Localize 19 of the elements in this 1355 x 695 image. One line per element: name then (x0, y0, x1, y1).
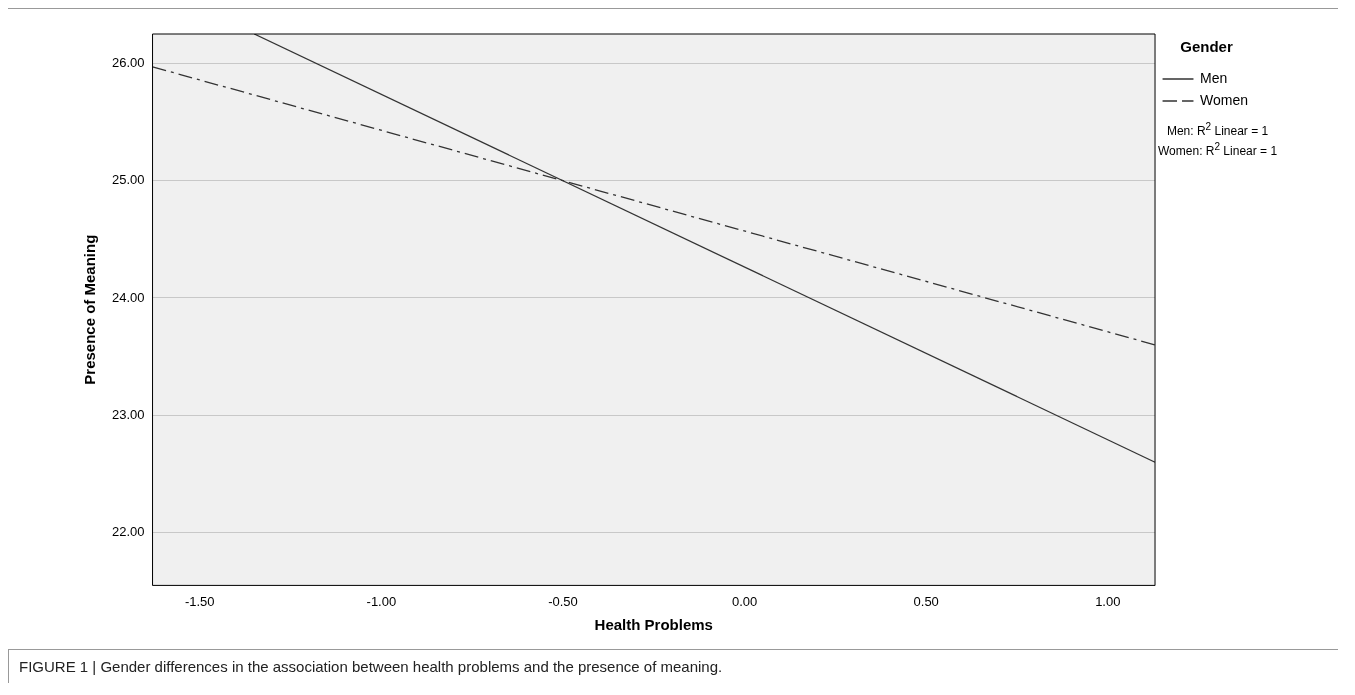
caption: FIGURE 1 | Gender differences in the association between health problems and the presence of meaning. (8, 650, 1338, 683)
text: Men: R$^{2}$ Linear = 1 (1165, 120, 1270, 139)
y-tick-label: 24.00 (111, 289, 145, 305)
x-tick-label: 0.50 (913, 593, 939, 609)
x-tick-label: 0.00 (731, 593, 758, 609)
y-tick-label: 23.00 (111, 406, 145, 422)
x-tick-label: 1.00 (1095, 593, 1121, 609)
legend-label: Men (1200, 69, 1228, 86)
text: Women: R$^{2}$ Linear = 1 (1158, 140, 1278, 159)
legend-label: Women (1200, 91, 1248, 108)
x-tick-label: -1.50 (184, 593, 215, 609)
x-tick-label: -0.50 (548, 593, 578, 609)
y-tick-label: 22.00 (111, 524, 145, 540)
y-axis-title: Presence of Meaning (81, 234, 99, 385)
x-axis-title: Health Problems (594, 616, 713, 634)
y-tick-label: 26.00 (111, 54, 145, 70)
legend-title: Gender (1180, 37, 1233, 55)
x-tick-label: -1.00 (366, 593, 397, 609)
y-tick-label: 25.00 (111, 172, 145, 188)
